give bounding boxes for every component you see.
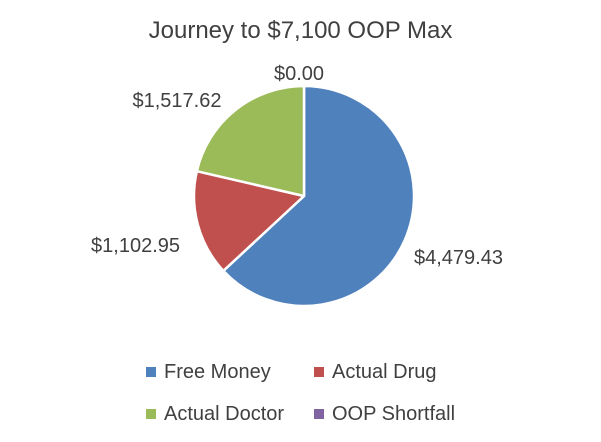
- legend-swatch-free-money: [146, 367, 156, 377]
- legend-item-free-money: Free Money: [146, 361, 271, 383]
- legend-label-free-money: Free Money: [164, 361, 271, 383]
- data-label-actual-doctor: $1,517.62: [133, 90, 222, 112]
- data-label-actual-drug: $1,102.95: [91, 235, 180, 257]
- legend-swatch-oop-shortfall: [314, 409, 324, 419]
- legend-item-actual-doctor: Actual Doctor: [146, 403, 284, 425]
- data-labels: $4,479.43 $1,102.95 $1,517.62 $0.00: [91, 63, 503, 269]
- data-label-oop-shortfall: $0.00: [274, 63, 324, 85]
- legend-label-oop-shortfall: OOP Shortfall: [332, 403, 455, 425]
- pie-slice-free-money: [222, 84, 416, 308]
- pie-slice-actual-doctor: [195, 84, 306, 198]
- legend-label-actual-doctor: Actual Doctor: [164, 403, 284, 425]
- legend-item-oop-shortfall: OOP Shortfall: [314, 403, 455, 425]
- legend: Free Money Actual Drug Actual Doctor OOP Sh…: [146, 361, 455, 425]
- data-label-free-money: $4,479.43: [414, 247, 503, 269]
- legend-swatch-actual-doctor: [146, 409, 156, 419]
- legend-swatch-actual-drug: [314, 367, 324, 377]
- pie-slices: [192, 84, 416, 308]
- chart-title: Journey to $7,100 OOP Max: [149, 17, 453, 44]
- legend-label-actual-drug: Actual Drug: [332, 361, 437, 383]
- legend-item-actual-drug: Actual Drug: [314, 361, 437, 383]
- pie-slice-actual-drug: [192, 169, 306, 273]
